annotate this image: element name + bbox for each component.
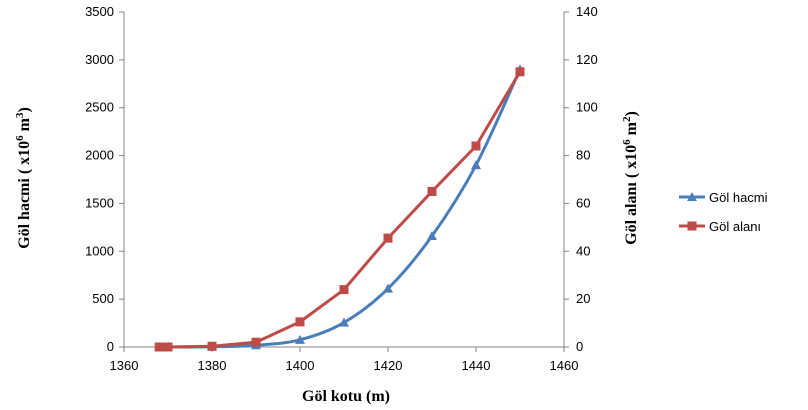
- data-point: [427, 186, 437, 196]
- data-point: [295, 317, 305, 327]
- y-left-tick-label: 0: [107, 339, 114, 354]
- y-left-tick-label: 1500: [85, 195, 114, 210]
- y-right-tick-label: 20: [576, 291, 590, 306]
- y-left-tick-label: 3000: [85, 52, 114, 67]
- series-gol-hacmi: [154, 64, 525, 351]
- tick-labels: 1360 1380 1400 1420 1440 14600500100015002000…: [85, 4, 598, 373]
- y-right-tick-label: 60: [576, 195, 590, 210]
- x-tick-label: 1400: [286, 358, 315, 373]
- data-point: [339, 285, 349, 295]
- series-line: [159, 71, 522, 349]
- legend-swatch-marker: [687, 221, 697, 231]
- y-right-tick-label: 120: [576, 52, 598, 67]
- legend-label: Göl alanı: [709, 219, 761, 234]
- data-point: [427, 230, 437, 240]
- x-axis-title: Göl kotu (m): [302, 388, 390, 405]
- legend: Göl hacmi Göl alanı: [679, 190, 768, 234]
- y-right-tick-label: 140: [576, 4, 598, 19]
- legend-item: Göl alanı: [679, 219, 761, 234]
- legend-swatch-marker: [687, 192, 697, 201]
- series-layer: [154, 64, 525, 352]
- x-tick-label: 1460: [550, 358, 579, 373]
- x-tick-label: 1360: [110, 358, 139, 373]
- y-right-tick-label: 40: [576, 243, 590, 258]
- y-left-tick-label: 500: [92, 291, 114, 306]
- data-point: [154, 342, 164, 352]
- data-point: [207, 341, 217, 351]
- x-tick-label: 1380: [198, 358, 227, 373]
- y-left-tick-label: 2500: [85, 100, 114, 115]
- data-point: [163, 342, 173, 352]
- data-point: [295, 334, 305, 344]
- y-right-tick-label: 0: [576, 339, 583, 354]
- data-point: [471, 141, 481, 151]
- data-point: [471, 160, 481, 170]
- x-tick-label: 1420: [374, 358, 403, 373]
- series-gol-alani: [154, 67, 525, 352]
- x-tick-label: 1440: [462, 358, 491, 373]
- data-point: [251, 337, 261, 347]
- y-right-tick-label: 80: [576, 148, 590, 163]
- axes: [119, 11, 569, 352]
- data-point: [383, 233, 393, 243]
- legend-item: Göl hacmi: [679, 190, 768, 205]
- y-left-tick-label: 3500: [85, 4, 114, 19]
- data-point: [339, 317, 349, 327]
- y-right-axis-title: Göl alanı ( x106 m2): [621, 111, 640, 245]
- y-left-tick-label: 1000: [85, 243, 114, 258]
- y-left-axis-title: Göl hacmi ( x106 m3): [14, 107, 33, 249]
- y-right-tick-label: 100: [576, 100, 598, 115]
- y-left-tick-label: 2000: [85, 148, 114, 163]
- legend-label: Göl hacmi: [709, 190, 768, 205]
- data-point: [383, 283, 393, 293]
- data-point: [515, 67, 525, 77]
- series-line: [159, 68, 522, 349]
